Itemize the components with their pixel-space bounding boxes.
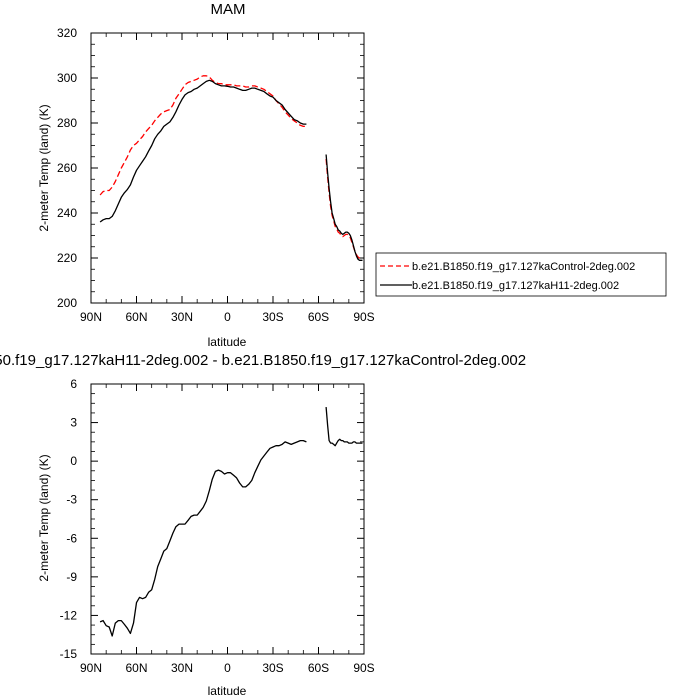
- bottom-y-axis-label: 2-meter Temp (land) (K): [37, 454, 51, 581]
- series-1-line-segment-1: [325, 154, 363, 261]
- x-tick-label: 30S: [262, 661, 283, 675]
- bottom-plot-frame: [90, 383, 365, 655]
- x-tick-label: 60S: [308, 310, 329, 324]
- series-0-line-segment-1: [325, 407, 363, 447]
- y-tick-label: 3: [70, 416, 77, 430]
- x-tick-label: 0: [224, 661, 231, 675]
- top-y-axis-label: 2-meter Temp (land) (K): [37, 104, 51, 231]
- top-x-axis-label: latitude: [208, 335, 247, 349]
- x-tick-label: 90N: [80, 661, 102, 675]
- y-tick-label: 300: [57, 71, 77, 85]
- x-tick-label: 90S: [353, 310, 374, 324]
- bottom-chart-title: b.e21.B1850.f19_g17.127kaH11-2deg.002 - …: [0, 352, 526, 369]
- y-tick-label: -9: [66, 570, 77, 584]
- y-tick-label: -12: [60, 608, 78, 622]
- bottom-panel: b.e21.B1850.f19_g17.127kaH11-2deg.002 - …: [0, 352, 526, 698]
- top-y-tick-labels: 200 220 240 260 280 300 320: [57, 26, 77, 310]
- y-tick-label: 220: [57, 251, 77, 265]
- x-tick-label: 30S: [262, 310, 283, 324]
- bottom-series-lines: [99, 407, 363, 637]
- y-tick-label: 280: [57, 116, 77, 130]
- top-panel: MAM 90N 60N 30N 0 30S 60S 90S 200 220 240 260 280 3…: [37, 1, 667, 349]
- legend-label-control: b.e21.B1850.f19_g17.127kaControl-2deg.00…: [412, 261, 635, 273]
- series-0-line-segment-0: [99, 75, 307, 196]
- x-tick-label: 90N: [80, 310, 102, 324]
- legend-label-h11: b.e21.B1850.f19_g17.127kaH11-2deg.002: [412, 280, 619, 292]
- x-tick-label: 30N: [171, 661, 193, 675]
- legend-box: [375, 252, 667, 297]
- y-tick-label: 320: [57, 26, 77, 40]
- x-tick-label: 30N: [171, 310, 193, 324]
- bottom-tick-marks: [90, 383, 365, 655]
- top-legend: b.e21.B1850.f19_g17.127kaControl-2deg.00…: [375, 252, 667, 297]
- bottom-y-tick-labels: -15 -12 -9 -6 -3 0 3 6: [60, 377, 78, 661]
- y-tick-label: 260: [57, 161, 77, 175]
- top-x-tick-labels: 90N 60N 30N 0 30S 60S 90S: [80, 310, 375, 324]
- series-1-line-segment-0: [99, 79, 307, 223]
- x-tick-label: 90S: [353, 661, 374, 675]
- series-0-line-segment-0: [99, 439, 307, 637]
- top-chart-title: MAM: [211, 1, 246, 18]
- y-tick-label: 240: [57, 206, 77, 220]
- x-tick-label: 60N: [125, 310, 147, 324]
- bottom-x-axis-label: latitude: [208, 684, 247, 698]
- y-tick-label: 6: [70, 377, 77, 391]
- x-tick-label: 60N: [125, 661, 147, 675]
- top-plot-frame: [90, 32, 365, 304]
- y-tick-label: 200: [57, 296, 77, 310]
- top-series-lines: [99, 75, 363, 261]
- y-tick-label: -3: [66, 493, 77, 507]
- x-tick-label: 60S: [308, 661, 329, 675]
- top-tick-marks: [90, 32, 365, 304]
- x-tick-label: 0: [224, 310, 231, 324]
- y-tick-label: -15: [60, 647, 78, 661]
- y-tick-label: 0: [70, 454, 77, 468]
- y-tick-label: -6: [66, 531, 77, 545]
- bottom-x-tick-labels: 90N 60N 30N 0 30S 60S 90S: [80, 661, 375, 675]
